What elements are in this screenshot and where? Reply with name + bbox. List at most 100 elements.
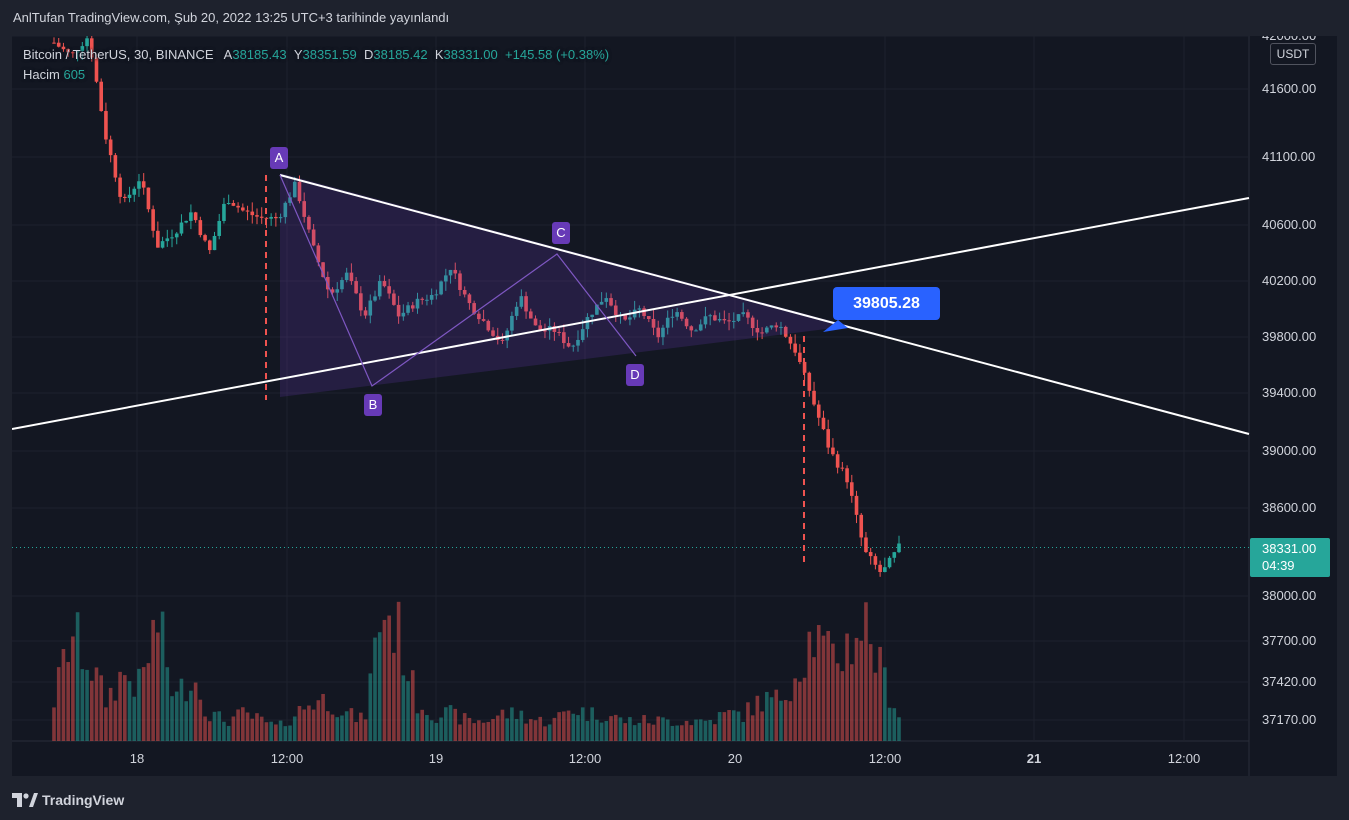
volume-bar [477,720,481,741]
volume-bar [170,696,174,741]
candle-body [694,330,698,332]
volume-bar [288,725,292,741]
volume-bar [387,615,391,741]
volume-bar [340,715,344,741]
candle-body [377,281,382,297]
volume-bar [151,619,155,741]
volume-bar [458,724,462,741]
candle-body [123,196,127,198]
volume-bar [66,662,70,741]
candle-body [137,181,141,189]
candle-body [708,315,712,317]
volume-bar [118,671,122,741]
volume-bar [368,673,373,741]
volume-bar [89,680,94,741]
open-label: A [223,47,233,62]
volume-bar [595,719,599,741]
candle-body [444,275,448,282]
candle-body [406,305,410,313]
candle-body [656,327,661,338]
candle-body [887,557,892,568]
volume-bar [453,708,458,741]
volume-bar [297,706,302,741]
candle-body [453,269,458,274]
candle-body [340,280,344,290]
candle-body [665,317,670,328]
volume-bar [864,602,868,741]
candle-body [241,207,245,211]
volume-bar [580,707,585,741]
candle-body [609,298,613,306]
volume-bar [623,723,628,741]
candle-body [307,216,311,230]
volume-bar [826,631,830,741]
candle-body [302,201,306,217]
volume-bar [359,712,363,741]
volume-bar [467,717,472,741]
candle-body [477,313,481,320]
support-trendline [12,197,1250,430]
volume-bar [675,725,679,741]
candle-body [198,220,203,236]
candle-body [571,345,576,347]
volume-bar [420,709,425,741]
volume-bar [717,712,722,741]
volume-bar [434,722,439,741]
volume-bar [585,720,590,741]
candle-body [283,202,288,218]
volume-bar [203,716,207,741]
volume-bar [56,667,61,741]
candle-body [207,240,212,251]
volume-bar [571,713,576,741]
volume-bar [859,640,864,741]
price-tick-label: 39800.00 [1262,329,1316,344]
volume-bar [259,716,264,741]
candle-body [174,233,179,238]
footer-brand[interactable]: TradingView [12,790,124,810]
volume-bar [108,687,113,741]
candle-body [344,272,349,281]
volume-bar [854,637,859,741]
volume-bar [349,708,354,741]
volume-bar [599,722,604,741]
candle-body [783,326,788,337]
volume-bar [99,675,104,741]
candle-body [684,318,689,327]
volume-bar [236,709,240,741]
volume-bar [174,691,179,741]
close-value: 38331.00 [443,47,498,62]
price-tick-label: 37420.00 [1262,674,1316,689]
price-axis: 42000.00 41600.00 41100.00 40600.00 40200.00… [1262,36,1316,727]
candle-body [113,155,118,178]
candle-body [878,564,882,573]
volume-bar [255,713,259,741]
candle-body [840,467,845,469]
candle-body [255,215,259,217]
volume-bar [165,667,170,741]
candle-body [680,312,684,319]
candle-body [151,209,155,231]
candle-body [226,202,231,204]
chart-area[interactable]: 42000.00 41600.00 41100.00 40600.00 40200.00… [12,36,1337,776]
candle-body [89,38,94,58]
currency-badge[interactable]: USDT [1270,43,1316,65]
candle-body [750,317,755,329]
time-tick-label: 18 [130,751,144,766]
triangle-fill [280,173,850,397]
candle-body [99,81,104,112]
chart-canvas[interactable]: 42000.00 41600.00 41100.00 40600.00 40200.00… [12,36,1337,776]
volume-bar [127,681,132,741]
volume-bar [708,719,712,741]
price-tick-label: 40600.00 [1262,217,1316,232]
volume-bar [793,678,797,741]
volume-bar [269,721,273,741]
volume-bar [873,672,878,741]
volume-bar [330,714,335,741]
abcd-pattern [12,173,1250,566]
volume-bar [698,719,703,741]
volume-bar [807,631,812,741]
volume-bar [245,712,250,741]
candle-body [278,217,283,219]
candle-body [104,111,108,140]
volume-bar [731,710,736,741]
